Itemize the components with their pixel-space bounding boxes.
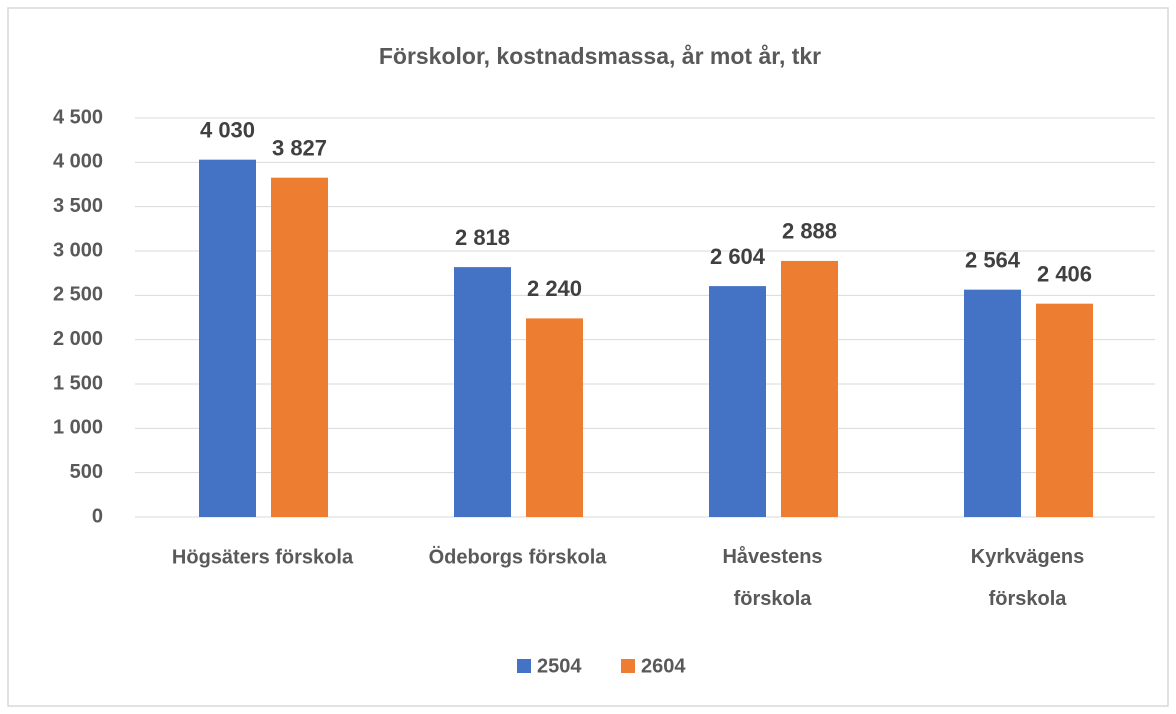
- data-label: 3 827: [272, 135, 327, 160]
- legend-swatch: [621, 659, 635, 673]
- bar: [526, 318, 583, 517]
- data-label: 2 888: [782, 219, 837, 244]
- y-tick-label: 1 500: [53, 372, 103, 394]
- bar: [271, 177, 328, 517]
- bar: [454, 267, 511, 517]
- data-label: 2 240: [527, 276, 582, 301]
- data-label: 2 604: [710, 244, 766, 269]
- x-tick-label: Kyrkvägens förskola: [971, 546, 1084, 610]
- legend-label: 2504: [537, 655, 582, 677]
- bar: [709, 286, 766, 517]
- x-tick-label: Högsäters förskola: [172, 546, 354, 568]
- bar: [964, 289, 1021, 517]
- data-label: 2 818: [455, 225, 510, 250]
- y-tick-label: 2 500: [53, 284, 103, 306]
- data-label: 4 030: [200, 117, 255, 142]
- y-tick-label: 0: [92, 505, 103, 527]
- y-tick-label: 1 000: [53, 417, 103, 439]
- y-tick-label: 4 500: [53, 106, 103, 128]
- bar: [781, 260, 838, 517]
- y-tick-label: 3 500: [53, 195, 103, 217]
- data-label: 2 564: [965, 247, 1021, 272]
- chart-title: Förskolor, kostnadsmassa, år mot år, tkr: [379, 43, 821, 69]
- x-tick-label: Håvestens förskola: [722, 545, 822, 610]
- data-label: 2 406: [1037, 261, 1092, 286]
- legend-label: 2604: [641, 655, 686, 677]
- bar: [1036, 303, 1093, 517]
- bar: [199, 159, 256, 517]
- legend-swatch: [517, 659, 531, 673]
- x-tick-label: Ödeborgs förskola: [429, 545, 608, 568]
- y-tick-label: 4 000: [53, 151, 103, 173]
- y-tick-label: 3 000: [53, 239, 103, 261]
- y-tick-label: 2 000: [53, 328, 103, 350]
- y-tick-label: 500: [70, 461, 103, 483]
